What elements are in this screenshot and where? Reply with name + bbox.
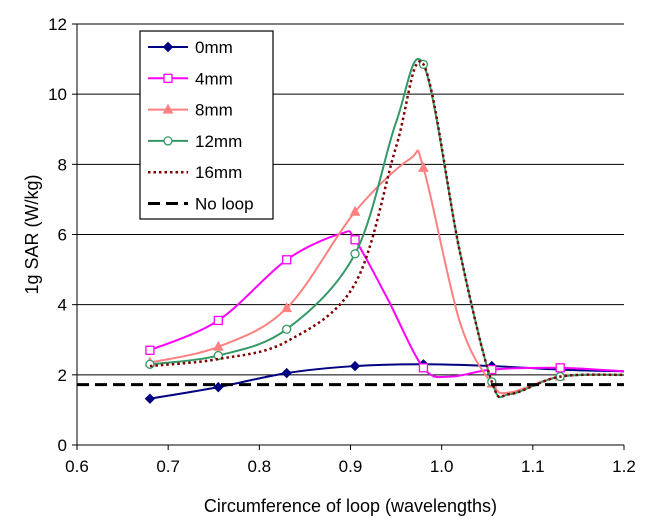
data-point	[350, 235, 360, 245]
y-tick-label: 2	[58, 366, 67, 385]
data-point	[418, 161, 429, 172]
series-0mm	[144, 359, 625, 404]
legend-marker	[162, 103, 174, 114]
y-tick-label: 6	[58, 226, 67, 245]
legend-marker	[162, 41, 174, 53]
legend-label: No loop	[195, 195, 254, 214]
legend-box	[139, 30, 274, 220]
data-point	[282, 324, 292, 334]
y-tick-label: 12	[48, 15, 67, 34]
y-tick-label: 8	[58, 155, 67, 174]
series-line	[149, 363, 625, 400]
legend-label: 16mm	[195, 163, 242, 182]
data-point	[349, 205, 361, 216]
tick-labels: 0 2 4 6 8 10 12 0.6 0.7 0.8 0.9 1.0 1.1 1.2	[48, 15, 636, 476]
data-point	[144, 393, 156, 404]
x-tick-label: 0.6	[65, 457, 89, 476]
x-tick-label: 1.0	[430, 457, 454, 476]
legend-label: 0mm	[195, 38, 233, 57]
series-16mm	[149, 60, 625, 399]
y-tick-label: 10	[48, 85, 67, 104]
data-point	[282, 255, 292, 265]
legend-item: No loop	[148, 195, 254, 214]
data-point	[145, 345, 155, 355]
data-point	[281, 302, 293, 313]
series-line	[149, 230, 625, 379]
legend-label: 8mm	[195, 101, 233, 120]
axes	[72, 23, 625, 450]
legend-marker	[163, 73, 173, 83]
series-4mm	[145, 230, 625, 379]
data-point	[418, 363, 429, 373]
legend-label: 12mm	[195, 132, 242, 151]
x-tick-label: 1.1	[521, 457, 545, 476]
series-group	[77, 57, 625, 404]
legend-item: 16mm	[148, 163, 242, 182]
x-tick-label: 0.7	[156, 457, 180, 476]
y-axis-title: 1g SAR (W/kg)	[22, 174, 42, 294]
data-point	[349, 360, 361, 372]
x-tick-label: 0.9	[339, 457, 363, 476]
legend-item: 0mm	[148, 38, 233, 57]
legend-marker	[163, 136, 173, 146]
data-point	[145, 359, 155, 369]
data-point	[213, 315, 223, 326]
legend-item: 12mm	[148, 132, 242, 151]
x-axis-title: Circumference of loop (wavelengths)	[204, 496, 497, 516]
y-tick-label: 0	[58, 436, 67, 455]
data-point	[213, 350, 223, 361]
y-tick-label: 4	[58, 296, 67, 315]
series-line	[149, 60, 625, 399]
x-tick-label: 1.2	[612, 457, 636, 476]
data-point	[281, 367, 292, 379]
legend-label: 4mm	[195, 69, 233, 88]
data-point	[350, 249, 360, 259]
legend: 0mm 4mm 8mm 12mm 16mm No loop	[139, 30, 274, 220]
data-point	[212, 340, 224, 351]
legend-item: 4mm	[148, 69, 233, 88]
x-tick-label: 0.8	[248, 457, 272, 476]
legend-item: 8mm	[148, 101, 233, 120]
